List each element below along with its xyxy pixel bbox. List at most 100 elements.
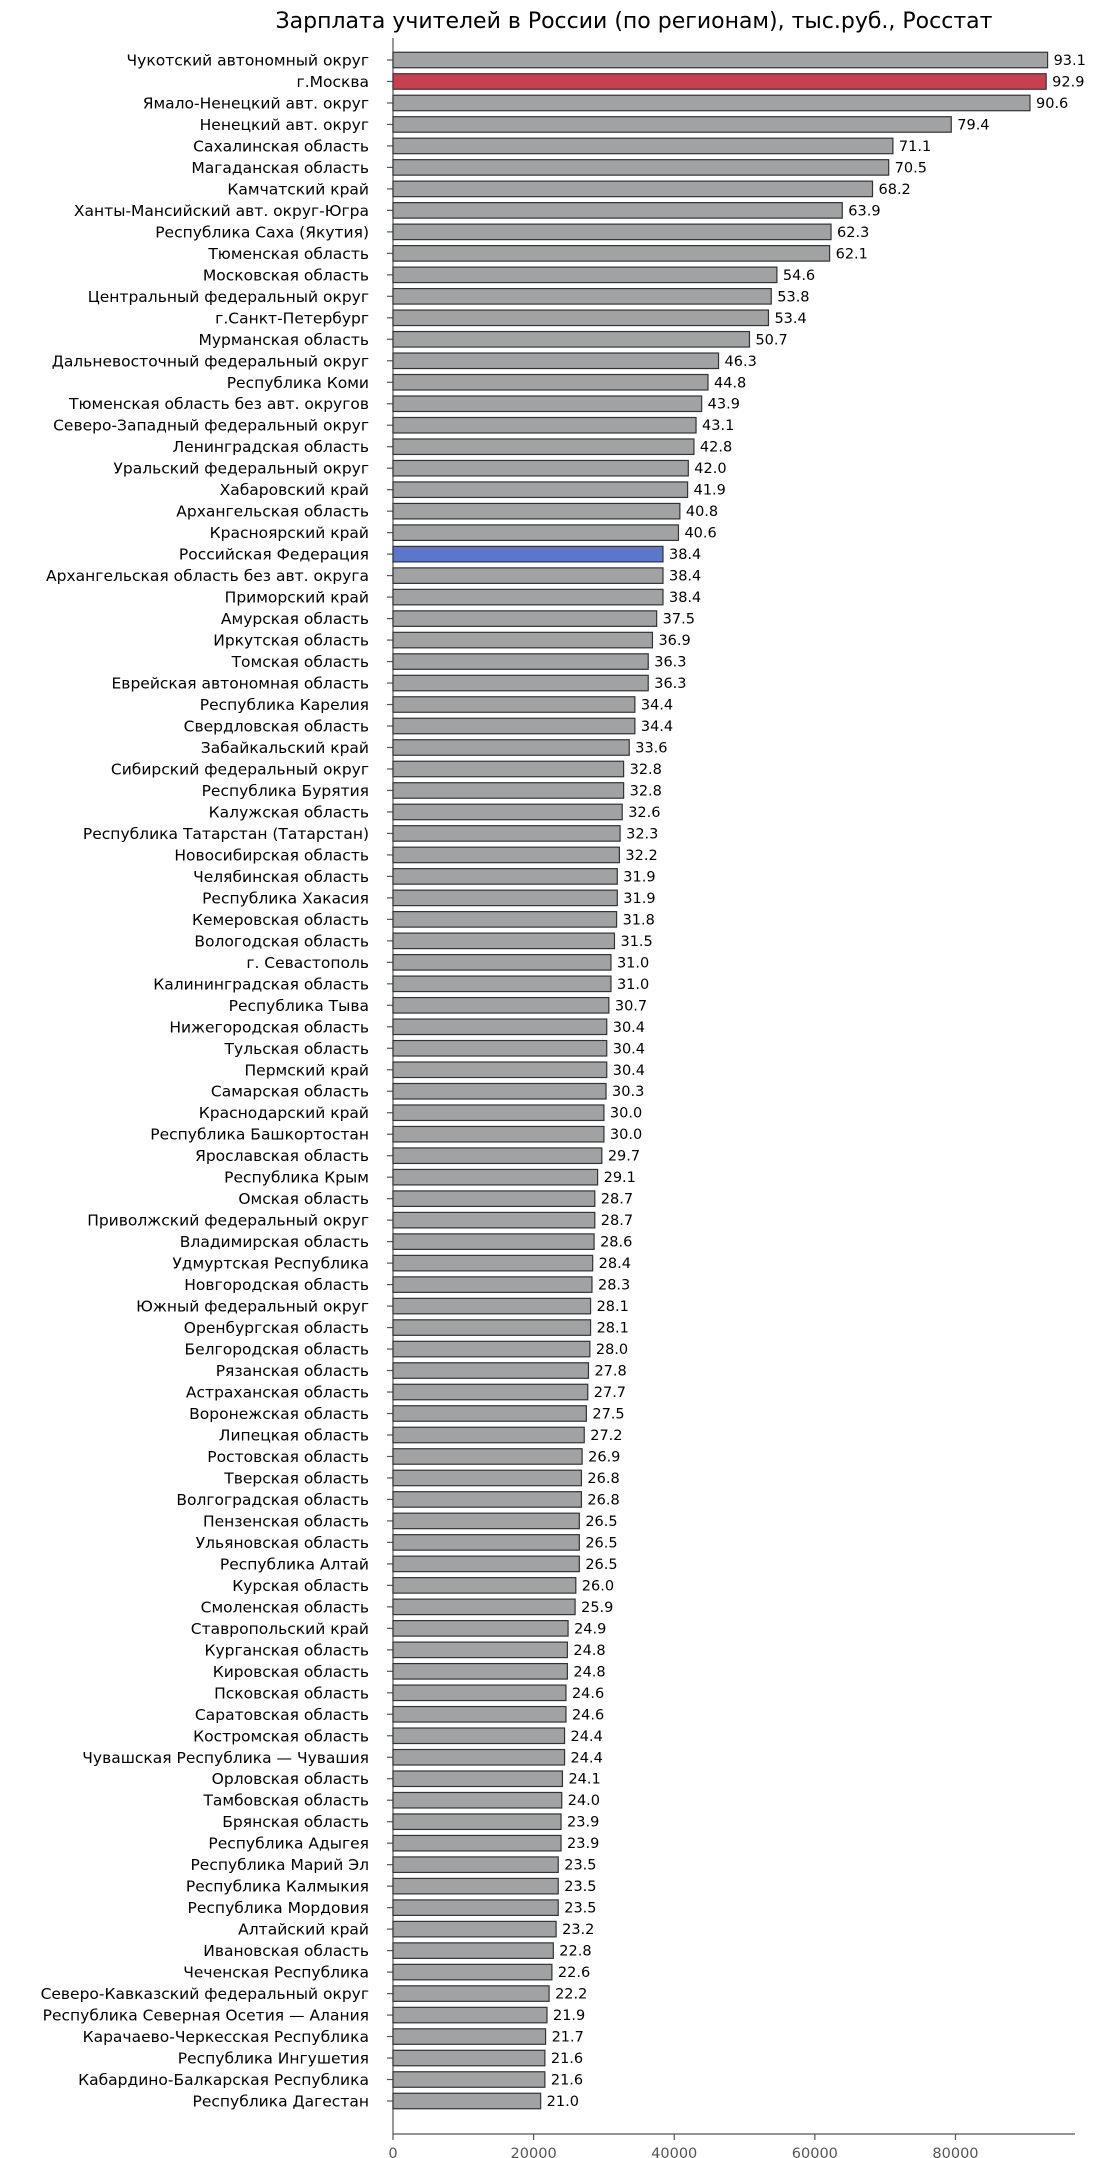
- value-label: 22.6: [558, 1965, 590, 1981]
- value-label: 71.1: [899, 139, 931, 155]
- value-label: 26.8: [587, 1492, 619, 1508]
- value-label: 33.6: [635, 740, 667, 756]
- bar: [392, 1985, 550, 2002]
- category-label: Томская область: [231, 653, 369, 671]
- category-label: Оренбургская область: [184, 1319, 369, 1337]
- category-label: Мурманская область: [199, 331, 369, 349]
- category-label: Сахалинская область: [193, 137, 369, 155]
- bar: [392, 51, 1049, 69]
- value-label: 28.3: [598, 1278, 630, 1294]
- bar: [392, 159, 890, 176]
- bar: [392, 1727, 566, 1745]
- value-label: 29.7: [608, 1149, 640, 1165]
- category-label: Пермский край: [245, 1061, 369, 1079]
- category-label: Новосибирская область: [174, 846, 369, 864]
- x-tick-label: 60000: [792, 2146, 838, 2158]
- value-label: 62.3: [837, 225, 869, 241]
- value-label: 31.0: [617, 955, 649, 971]
- bar: [392, 696, 636, 713]
- value-label: 30.4: [613, 1063, 645, 1079]
- value-label: 28.7: [601, 1213, 633, 1229]
- category-label: Рязанская область: [216, 1362, 369, 1380]
- bar: [392, 1383, 589, 1401]
- bar: [392, 116, 952, 133]
- bar: [392, 717, 636, 735]
- bar: [392, 1190, 596, 1208]
- value-label: 32.6: [628, 805, 660, 821]
- bar: [392, 202, 843, 219]
- category-label: Смоленская область: [201, 1598, 369, 1616]
- bar: [392, 953, 612, 971]
- category-label: Красноярский край: [210, 524, 369, 542]
- bar: [392, 1813, 562, 1831]
- value-label: 21.7: [552, 2030, 584, 2046]
- category-label: Орловская область: [212, 1770, 369, 1788]
- value-label: 26.5: [585, 1535, 617, 1551]
- bar: [392, 481, 689, 499]
- category-label: Чукотский автономный округ: [127, 52, 369, 70]
- category-label: Иркутская область: [213, 632, 369, 650]
- category-label: Тульская область: [224, 1040, 369, 1058]
- category-label: Тюменская область: [207, 245, 369, 263]
- value-label: 38.4: [669, 590, 701, 606]
- value-label: 24.4: [571, 1729, 603, 1745]
- value-label: 27.7: [594, 1385, 626, 1401]
- category-label: Амурская область: [221, 610, 369, 628]
- category-label: Южный федеральный округ: [136, 1298, 369, 1316]
- category-label: Республика Саха (Якутия): [155, 223, 369, 241]
- category-label: Псковская область: [214, 1684, 369, 1702]
- bar: [392, 266, 778, 284]
- bar: [392, 2071, 546, 2088]
- value-label: 28.0: [596, 1342, 628, 1358]
- value-label: 36.3: [654, 676, 686, 692]
- bar: [392, 1491, 583, 1508]
- bar: [392, 1061, 608, 1079]
- value-label: 24.8: [573, 1664, 605, 1680]
- category-label: Ханты-Мансийский авт. округ-Югра: [74, 202, 369, 220]
- value-label: 26.5: [585, 1514, 617, 1530]
- category-label: Тамбовская область: [202, 1792, 369, 1810]
- category-label: Ивановская область: [203, 1942, 369, 1960]
- value-label: 23.5: [564, 1901, 596, 1917]
- category-label: Республика Северная Осетия — Алания: [43, 2007, 369, 2025]
- value-label: 36.9: [658, 633, 690, 649]
- bar: [392, 996, 610, 1014]
- category-label: Чеченская Республика: [183, 1964, 369, 1982]
- value-label: 23.9: [567, 1836, 599, 1852]
- bar: [392, 610, 658, 627]
- bar: [392, 1168, 599, 1186]
- category-label: Калининградская область: [153, 975, 369, 993]
- bar: [392, 524, 680, 542]
- category-label: Липецкая область: [219, 1426, 369, 1444]
- bar: [392, 1104, 605, 1122]
- value-label: 50.7: [755, 332, 787, 348]
- value-label: 79.4: [957, 117, 989, 133]
- bar: [392, 94, 1031, 112]
- value-label: 90.6: [1036, 96, 1068, 112]
- bar: [392, 1641, 568, 1659]
- bar: [392, 2092, 542, 2110]
- bar: [392, 1125, 605, 1143]
- category-label: г.Москва: [297, 73, 369, 91]
- bar: [392, 760, 625, 778]
- category-label: Ростовская область: [207, 1448, 369, 1466]
- value-label: 70.5: [895, 160, 927, 176]
- category-label: Карачаево-Черкесская Республика: [83, 2028, 369, 2046]
- category-label: Самарская область: [211, 1083, 369, 1101]
- bar: [392, 1362, 590, 1379]
- category-label: Архангельская область без авт. округа: [46, 567, 369, 585]
- category-label: Алтайский край: [238, 1921, 369, 1939]
- value-label: 21.9: [553, 2008, 585, 2024]
- category-label: Камчатский край: [227, 180, 369, 198]
- category-label: Республика Бурятия: [202, 782, 369, 800]
- bar: [392, 1147, 603, 1165]
- category-label: Дальневосточный федеральный округ: [52, 352, 369, 370]
- value-label: 42.0: [694, 461, 726, 477]
- value-label: 53.8: [777, 289, 809, 305]
- category-label: Сибирский федеральный округ: [111, 760, 369, 778]
- category-label: Республика Калмыкия: [186, 1878, 369, 1896]
- value-label: 38.4: [669, 547, 701, 563]
- bar: [392, 352, 720, 370]
- category-label: Центральный федеральный округ: [88, 288, 369, 306]
- bar: [392, 2049, 546, 2067]
